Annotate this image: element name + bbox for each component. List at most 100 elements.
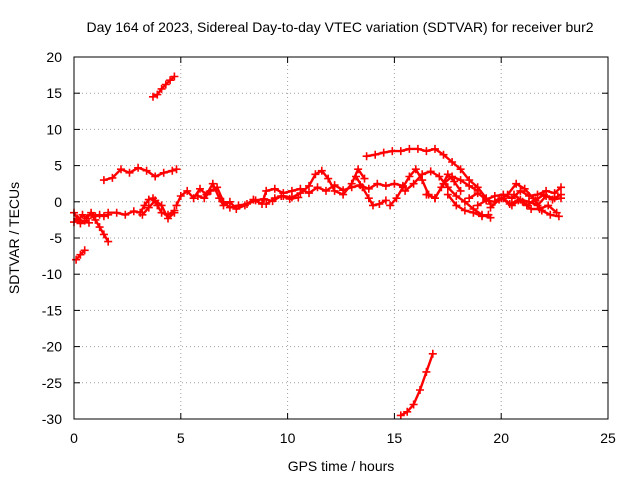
data-point bbox=[482, 196, 491, 205]
data-point bbox=[87, 210, 96, 219]
x-tick-label: 10 bbox=[280, 430, 296, 446]
data-point bbox=[352, 172, 360, 181]
data-point bbox=[347, 179, 356, 188]
data-point bbox=[531, 196, 540, 205]
data-point bbox=[546, 210, 555, 219]
y-tick-label: 15 bbox=[46, 85, 62, 101]
data-point bbox=[535, 205, 544, 213]
data-point bbox=[305, 181, 313, 190]
series-arc-e bbox=[99, 163, 181, 185]
data-point bbox=[262, 200, 271, 208]
data-point bbox=[358, 183, 367, 192]
data-point bbox=[172, 201, 181, 210]
data-point bbox=[364, 184, 373, 193]
data-point bbox=[371, 150, 380, 159]
data-point bbox=[129, 207, 138, 216]
data-point bbox=[78, 210, 87, 219]
y-tick-label: -30 bbox=[42, 411, 62, 427]
data-point bbox=[183, 186, 192, 195]
data-point bbox=[166, 76, 175, 85]
data-point bbox=[416, 386, 424, 394]
data-point bbox=[405, 172, 414, 181]
series-arc-c bbox=[87, 210, 113, 246]
data-point bbox=[396, 411, 405, 420]
data-point bbox=[469, 208, 478, 217]
data-point bbox=[99, 230, 108, 239]
series-arc-d bbox=[72, 246, 89, 264]
data-point bbox=[73, 214, 82, 223]
y-tick-label: 0 bbox=[54, 194, 62, 210]
x-tick-label: 5 bbox=[177, 430, 185, 446]
data-point bbox=[95, 223, 104, 232]
data-point bbox=[396, 147, 405, 156]
series-line bbox=[512, 193, 558, 214]
data-point bbox=[76, 219, 85, 228]
data-point bbox=[520, 184, 529, 193]
data-point bbox=[443, 183, 452, 192]
series-arc-w bbox=[396, 349, 437, 420]
series-arc-m bbox=[362, 144, 495, 208]
data-point bbox=[478, 212, 486, 221]
data-point bbox=[431, 144, 439, 153]
data-point bbox=[539, 190, 548, 199]
data-point bbox=[386, 201, 395, 210]
data-point bbox=[134, 163, 143, 172]
data-point bbox=[411, 165, 420, 174]
data-point bbox=[505, 200, 514, 208]
data-point bbox=[422, 367, 431, 376]
data-point bbox=[548, 195, 557, 204]
series-line bbox=[365, 147, 492, 206]
data-point bbox=[170, 72, 179, 81]
y-tick-label: 5 bbox=[54, 158, 62, 174]
series-line bbox=[399, 352, 434, 417]
data-point bbox=[448, 158, 457, 166]
data-point bbox=[448, 172, 457, 181]
data-point bbox=[91, 215, 100, 224]
data-point bbox=[552, 208, 561, 217]
data-point bbox=[512, 179, 521, 188]
data-point bbox=[409, 400, 418, 409]
grid bbox=[74, 57, 608, 419]
data-point bbox=[176, 192, 185, 200]
data-point bbox=[516, 186, 525, 195]
data-point bbox=[473, 189, 482, 198]
data-point bbox=[76, 250, 85, 259]
x-tick-label: 20 bbox=[493, 430, 509, 446]
data-point bbox=[390, 179, 399, 188]
series-line bbox=[388, 168, 462, 207]
data-point bbox=[125, 168, 134, 177]
data-point bbox=[388, 147, 397, 156]
data-point bbox=[168, 166, 177, 175]
series-arc-u bbox=[497, 190, 565, 210]
data-point bbox=[443, 190, 452, 199]
data-point bbox=[149, 92, 157, 101]
data-point bbox=[172, 165, 181, 174]
data-point bbox=[196, 184, 204, 193]
axes: 0 5 10 15 20 25 -30 -25 -20 -15 -10 -5 0 5 10 15 20 bbox=[42, 49, 616, 446]
data-point bbox=[213, 183, 222, 192]
data-point bbox=[170, 208, 179, 217]
data-point bbox=[369, 201, 377, 210]
data-point bbox=[362, 152, 371, 161]
series-arc-q bbox=[443, 190, 493, 221]
data-point bbox=[456, 165, 465, 174]
data-point bbox=[164, 214, 172, 223]
data-point bbox=[99, 176, 108, 185]
data-point bbox=[243, 200, 251, 208]
data-point bbox=[151, 196, 160, 205]
data-point bbox=[557, 194, 565, 203]
data-point bbox=[392, 194, 401, 203]
series-line bbox=[141, 199, 176, 220]
series-arc-k bbox=[262, 165, 369, 208]
data-point bbox=[497, 194, 506, 203]
data-point bbox=[460, 206, 469, 215]
data-point bbox=[450, 177, 459, 186]
data-point bbox=[157, 201, 166, 210]
data-point bbox=[413, 144, 422, 153]
data-point bbox=[422, 190, 431, 199]
series-arc-v bbox=[510, 190, 561, 217]
data-point bbox=[206, 186, 215, 195]
data-point bbox=[95, 210, 104, 219]
data-point bbox=[473, 201, 482, 210]
data-point bbox=[311, 170, 320, 179]
